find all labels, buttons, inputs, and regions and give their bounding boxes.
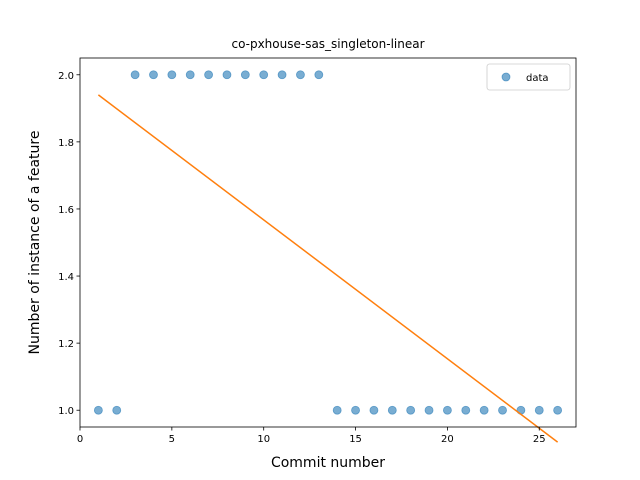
- data-point: [352, 406, 360, 414]
- data-point: [443, 406, 451, 414]
- data-point: [370, 406, 378, 414]
- data-point: [425, 406, 433, 414]
- x-tick-label: 5: [169, 434, 175, 445]
- y-tick-label: 1.0: [58, 406, 74, 417]
- data-point: [462, 406, 470, 414]
- x-axis-label: Commit number: [271, 455, 385, 471]
- data-point: [94, 406, 102, 414]
- legend: data: [487, 64, 570, 90]
- data-point: [260, 71, 268, 79]
- data-point: [223, 71, 231, 79]
- data-point: [407, 406, 415, 414]
- y-tick-label: 1.2: [58, 339, 74, 350]
- legend-label: data: [526, 73, 549, 84]
- x-tick-label: 0: [77, 434, 83, 445]
- data-point: [168, 71, 176, 79]
- data-point: [554, 406, 562, 414]
- y-tick-label: 1.4: [58, 272, 74, 283]
- y-tick-label: 1.8: [58, 138, 74, 149]
- data-point: [480, 406, 488, 414]
- x-tick-label: 15: [349, 434, 362, 445]
- x-tick-label: 20: [441, 434, 454, 445]
- data-point: [205, 71, 213, 79]
- data-point: [296, 71, 304, 79]
- data-point: [333, 406, 341, 414]
- data-point: [186, 71, 194, 79]
- data-point: [388, 406, 396, 414]
- y-tick-label: 1.6: [58, 205, 74, 216]
- chart-title: co-pxhouse-sas_singleton-linear: [231, 37, 424, 51]
- data-point: [535, 406, 543, 414]
- x-tick-label: 25: [533, 434, 546, 445]
- data-point: [241, 71, 249, 79]
- data-point: [149, 71, 157, 79]
- data-point: [499, 406, 507, 414]
- y-axis-label: Number of instance of a feature: [27, 131, 43, 355]
- y-tick-label: 2.0: [58, 71, 74, 82]
- data-point: [113, 406, 121, 414]
- legend-marker: [502, 73, 510, 81]
- x-tick-label: 10: [257, 434, 270, 445]
- data-point: [131, 71, 139, 79]
- data-point: [315, 71, 323, 79]
- data-point: [278, 71, 286, 79]
